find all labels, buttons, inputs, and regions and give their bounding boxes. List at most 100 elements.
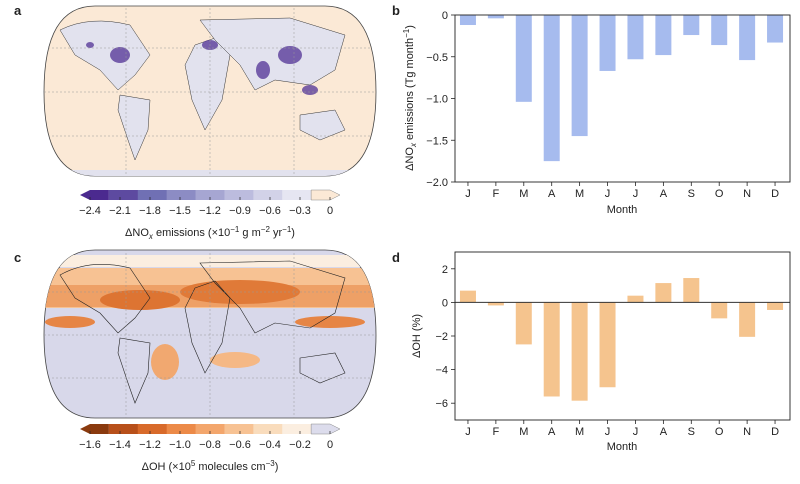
y-tick-label: −0.5 (426, 52, 448, 64)
nox-monthly-bar-chart: J F M A M J J A S O N D 0 −0.5 −1.0 −1.5 −2.0 (426, 10, 791, 200)
colorbar-tick-label: −1.2 (139, 439, 161, 451)
colorbar-tick-label: −0.4 (259, 439, 281, 451)
colorbar-swatch (108, 190, 139, 200)
chart-b-xlabel: Month (607, 204, 638, 216)
colorbar-tick-label: −1.4 (109, 439, 131, 451)
bar-a-3 (543, 302, 560, 397)
x-tick-label: D (771, 188, 779, 200)
bar-m-4 (571, 15, 588, 137)
panel-label-a: a (14, 3, 22, 18)
colorbar-swatch (224, 190, 254, 200)
bar-s-8 (683, 15, 700, 36)
x-tick-label: N (743, 426, 751, 438)
map-a-land (44, 6, 376, 176)
y-tick-label: 2 (442, 264, 448, 276)
x-tick-label: F (493, 188, 500, 200)
bar-m-2 (515, 15, 532, 102)
x-tick-label: J (633, 426, 639, 438)
colorbar-swatch (224, 424, 254, 434)
bar-a-7 (655, 15, 672, 56)
chart-d-ylabel: ΔOH (%) (411, 314, 423, 358)
oh-monthly-bar-chart: J F M A M J J A S O N D 2 0 −2 −4 −6 (435, 251, 791, 438)
chart-b-ylabel: ΔNOx emissions (Tg month−1) (402, 25, 418, 171)
y-tick-label: −6 (435, 398, 448, 410)
colorbar-swatch (108, 424, 139, 434)
x-tick-label: A (660, 426, 668, 438)
colorbar-swatch (166, 190, 197, 200)
colorbar-tick-label: −1.0 (169, 439, 191, 451)
colorbar-tick-label: −0.2 (289, 439, 311, 451)
x-tick-label: J (465, 426, 471, 438)
bar-a-7 (655, 283, 672, 303)
y-tick-label: 0 (442, 297, 448, 309)
x-tick-label: O (715, 426, 724, 438)
colorbar-swatch (195, 424, 225, 434)
colorbar-tick-label: −0.6 (229, 439, 251, 451)
x-tick-label: S (688, 426, 695, 438)
colorbar-tick-label: −1.5 (169, 205, 191, 217)
colorbar-swatch (253, 424, 283, 434)
x-tick-label: M (575, 188, 584, 200)
y-tick-label: −2 (435, 331, 448, 343)
x-tick-label: J (605, 426, 611, 438)
plot-frame (454, 14, 791, 183)
bar-a-3 (543, 15, 560, 162)
colorbar-tick-label: −0.9 (229, 205, 251, 217)
colorbar-swatch (282, 424, 312, 434)
bar-d-11 (767, 302, 784, 310)
colorbar-oh: −1.6 −1.4 −1.2 −1.0 −0.8 −0.6 −0.4 −0.2 0 (79, 423, 341, 451)
colorbar-swatch (310, 423, 341, 435)
colorbar-tick-label: −0.3 (289, 205, 311, 217)
colorbar-tick-label: 0 (327, 439, 333, 451)
bar-f-1 (487, 302, 504, 306)
bar-o-9 (711, 302, 728, 319)
chart-d-xlabel: Month (607, 441, 638, 453)
bar-f-1 (487, 15, 504, 19)
colorbar-swatch (137, 424, 168, 434)
colorbar-oh-label: ΔOH (×105 molecules cm−3) (142, 459, 279, 473)
colorbar-nox-label: ΔNOx emissions (×10−1 g m−2 yr−1) (125, 225, 295, 241)
colorbar-swatch (310, 189, 341, 201)
colorbar-swatch (253, 190, 283, 200)
colorbar-tick-label: 0 (327, 205, 333, 217)
colorbar-swatch (195, 190, 225, 200)
y-tick-label: −2.0 (426, 177, 448, 189)
x-tick-label: N (743, 188, 751, 200)
bar-j-5 (599, 15, 616, 71)
bar-d-11 (767, 15, 784, 43)
bar-n-10 (739, 15, 756, 61)
x-tick-label: A (548, 426, 556, 438)
colorbar-swatch (282, 190, 312, 200)
bar-j-5 (599, 302, 616, 388)
bar-s-8 (683, 278, 700, 303)
x-tick-label: F (493, 426, 500, 438)
panel-label-c: c (14, 250, 21, 265)
y-tick-label: −4 (435, 365, 448, 377)
bar-j-6 (627, 295, 644, 303)
bar-j-6 (627, 15, 644, 60)
x-tick-label: D (771, 426, 779, 438)
colorbar-tick-label: −1.6 (79, 439, 101, 451)
bar-j-0 (459, 15, 476, 26)
x-tick-label: O (715, 188, 724, 200)
x-tick-label: M (519, 188, 528, 200)
x-tick-label: A (548, 188, 556, 200)
y-tick-label: −1.5 (426, 135, 448, 147)
colorbar-swatch (80, 190, 109, 200)
y-tick-label: −1.0 (426, 94, 448, 106)
bar-m-2 (515, 302, 532, 345)
bar-n-10 (739, 302, 756, 337)
x-tick-label: M (575, 426, 584, 438)
x-tick-label: J (633, 188, 639, 200)
bar-o-9 (711, 15, 728, 46)
bar-m-4 (571, 302, 588, 401)
colorbar-tick-label: −2.1 (109, 205, 131, 217)
colorbar-tick-label: −1.2 (199, 205, 221, 217)
x-tick-label: J (605, 188, 611, 200)
colorbar-swatch (80, 424, 109, 434)
map-oh-change (43, 249, 377, 419)
colorbar-tick-label: −0.8 (199, 439, 221, 451)
colorbar-tick-label: −1.8 (139, 205, 161, 217)
map-c-field (44, 250, 376, 418)
